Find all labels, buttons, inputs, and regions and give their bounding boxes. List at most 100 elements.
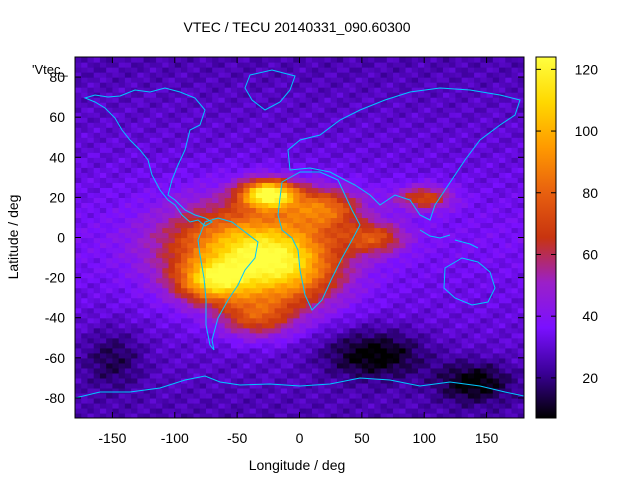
heatmap-cell — [237, 297, 244, 304]
heatmap-cell — [380, 312, 388, 319]
heatmap-cell — [349, 202, 357, 209]
heatmap-cell — [411, 182, 419, 188]
heatmap-cell — [81, 352, 89, 359]
heatmap-cell — [168, 327, 176, 334]
heatmap-cell — [299, 132, 307, 138]
heatmap-cell — [81, 347, 89, 354]
heatmap-cell — [417, 377, 425, 384]
heatmap-cell — [324, 367, 332, 374]
heatmap-cell — [156, 227, 163, 234]
heatmap-cell — [361, 367, 369, 374]
heatmap-cell — [343, 332, 350, 339]
heatmap-cell — [193, 122, 201, 128]
heatmap-cell — [330, 187, 338, 193]
heatmap-cell — [205, 227, 213, 234]
heatmap-cell — [374, 232, 382, 239]
heatmap-cell — [112, 187, 120, 193]
heatmap-cell — [293, 267, 301, 274]
heatmap-cell — [343, 232, 350, 239]
heatmap-cell — [237, 207, 244, 214]
heatmap-cell — [324, 352, 332, 359]
heatmap-cell — [336, 97, 344, 103]
heatmap-cell — [255, 137, 263, 143]
heatmap-cell — [411, 102, 419, 108]
heatmap-cell — [137, 382, 145, 389]
heatmap-cell — [255, 282, 263, 289]
heatmap-cell — [368, 327, 375, 334]
heatmap-cell — [99, 322, 107, 329]
heatmap-cell — [336, 187, 344, 193]
heatmap-cell — [455, 252, 463, 259]
heatmap-cell — [492, 247, 500, 254]
heatmap-cell — [149, 402, 157, 409]
heatmap-cell — [174, 307, 182, 314]
heatmap-cell — [417, 262, 425, 269]
heatmap-cell — [511, 242, 519, 249]
heatmap-cell — [156, 257, 163, 264]
heatmap-cell — [417, 207, 425, 214]
heatmap-cell — [106, 357, 114, 364]
heatmap-cell — [124, 347, 132, 354]
heatmap-cell — [199, 327, 207, 334]
heatmap-cell — [137, 92, 145, 98]
heatmap-cell — [293, 377, 301, 384]
heatmap-cell — [417, 202, 425, 209]
heatmap-cell — [143, 327, 151, 334]
heatmap-cell — [187, 382, 195, 389]
heatmap-cell — [124, 322, 132, 329]
heatmap-cell — [224, 312, 232, 319]
heatmap-cell — [442, 82, 450, 88]
heatmap-cell — [287, 197, 294, 203]
heatmap-cell — [268, 122, 276, 128]
heatmap-cell — [305, 287, 313, 294]
heatmap-cell — [436, 412, 444, 418]
heatmap-cell — [499, 147, 506, 153]
heatmap-cell — [424, 142, 432, 148]
heatmap-cell — [193, 377, 201, 384]
heatmap-cell — [280, 327, 288, 334]
heatmap-cell — [149, 297, 157, 304]
heatmap-cell — [511, 357, 519, 364]
heatmap-cell — [399, 367, 407, 374]
heatmap-cell — [293, 252, 301, 259]
heatmap-cell — [112, 267, 120, 274]
heatmap-cell — [143, 302, 151, 309]
heatmap-cell — [230, 302, 238, 309]
heatmap-cell — [399, 372, 407, 379]
heatmap-cell — [480, 342, 488, 349]
heatmap-cell — [137, 162, 145, 168]
heatmap-cell — [480, 137, 488, 143]
heatmap-cell — [249, 82, 257, 88]
heatmap-cell — [311, 152, 319, 158]
heatmap-cell — [399, 252, 407, 259]
heatmap-cell — [243, 177, 251, 183]
heatmap-cell — [517, 232, 524, 239]
heatmap-cell — [199, 387, 207, 394]
heatmap-cell — [199, 227, 207, 234]
heatmap-cell — [293, 337, 301, 344]
heatmap-cell — [442, 372, 450, 379]
heatmap-cell — [361, 232, 369, 239]
heatmap-cell — [99, 117, 107, 123]
heatmap-cell — [361, 362, 369, 369]
heatmap-cell — [199, 77, 207, 83]
heatmap-cell — [274, 312, 282, 319]
heatmap-cell — [486, 157, 494, 163]
heatmap-cell — [162, 82, 170, 88]
heatmap-cell — [268, 342, 276, 349]
heatmap-cell — [492, 127, 500, 133]
heatmap-cell — [442, 387, 450, 394]
heatmap-cell — [480, 382, 488, 389]
heatmap-cell — [374, 227, 382, 234]
heatmap-cell — [511, 102, 519, 108]
heatmap-cell — [499, 272, 506, 279]
heatmap-cell — [386, 362, 394, 369]
heatmap-cell — [212, 342, 220, 349]
heatmap-cell — [499, 137, 506, 143]
heatmap-cell — [436, 147, 444, 153]
heatmap-cell — [461, 192, 469, 198]
heatmap-cell — [492, 237, 500, 244]
heatmap-cell — [187, 342, 195, 349]
heatmap-cell — [106, 147, 114, 153]
heatmap-cell — [424, 307, 432, 314]
